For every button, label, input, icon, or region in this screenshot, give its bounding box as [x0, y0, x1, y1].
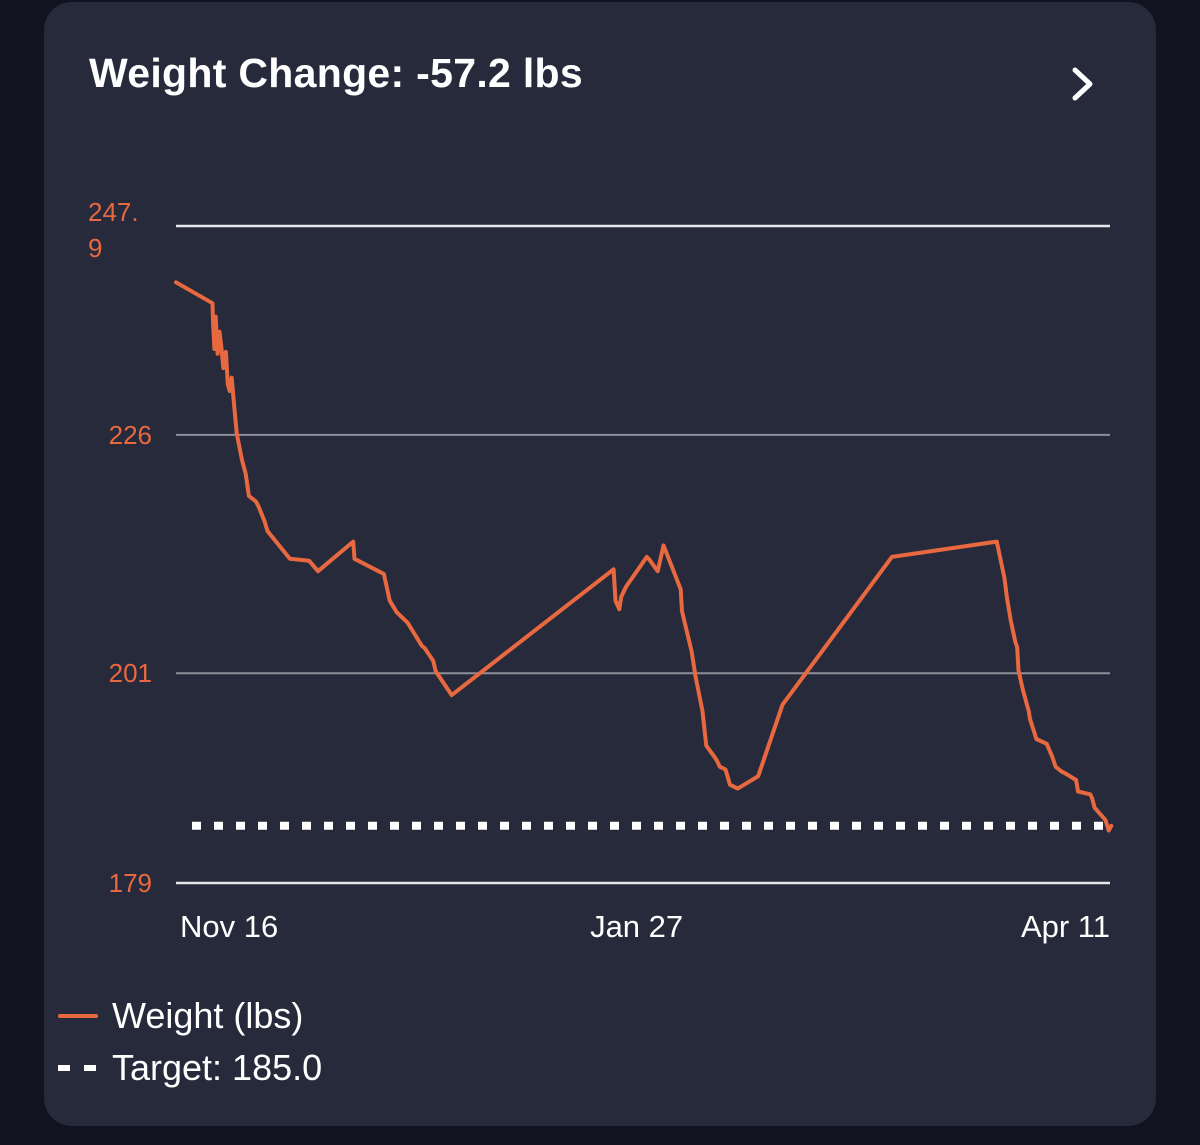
- card-title: Weight Change: -57.2 lbs: [89, 50, 583, 96]
- x-tick-label: Jan 27: [590, 909, 683, 944]
- chart-legend: Weight (lbs) Target: 185.0: [58, 990, 322, 1094]
- weight-series-line: [174, 280, 1114, 833]
- y-tick-label: 247. 9: [88, 197, 139, 263]
- legend-label-target: Target: 185.0: [112, 1047, 323, 1088]
- x-tick-label: Apr 11: [1021, 909, 1110, 944]
- legend-item-weight: Weight (lbs): [58, 990, 322, 1042]
- y-tick-label: 226: [109, 420, 152, 450]
- weight-card: Weight Change: -57.2 lbs: [44, 2, 1156, 1126]
- legend-label-weight: Weight (lbs): [112, 995, 304, 1036]
- legend-swatch-target: [58, 1065, 98, 1071]
- chevron-right-icon[interactable]: [1060, 62, 1104, 106]
- legend-item-target: Target: 185.0: [58, 1042, 322, 1094]
- y-tick-label: 179: [109, 868, 152, 898]
- y-tick-label: 201: [109, 658, 152, 688]
- legend-swatch-weight: [58, 1014, 98, 1018]
- x-tick-label: Nov 16: [180, 909, 278, 944]
